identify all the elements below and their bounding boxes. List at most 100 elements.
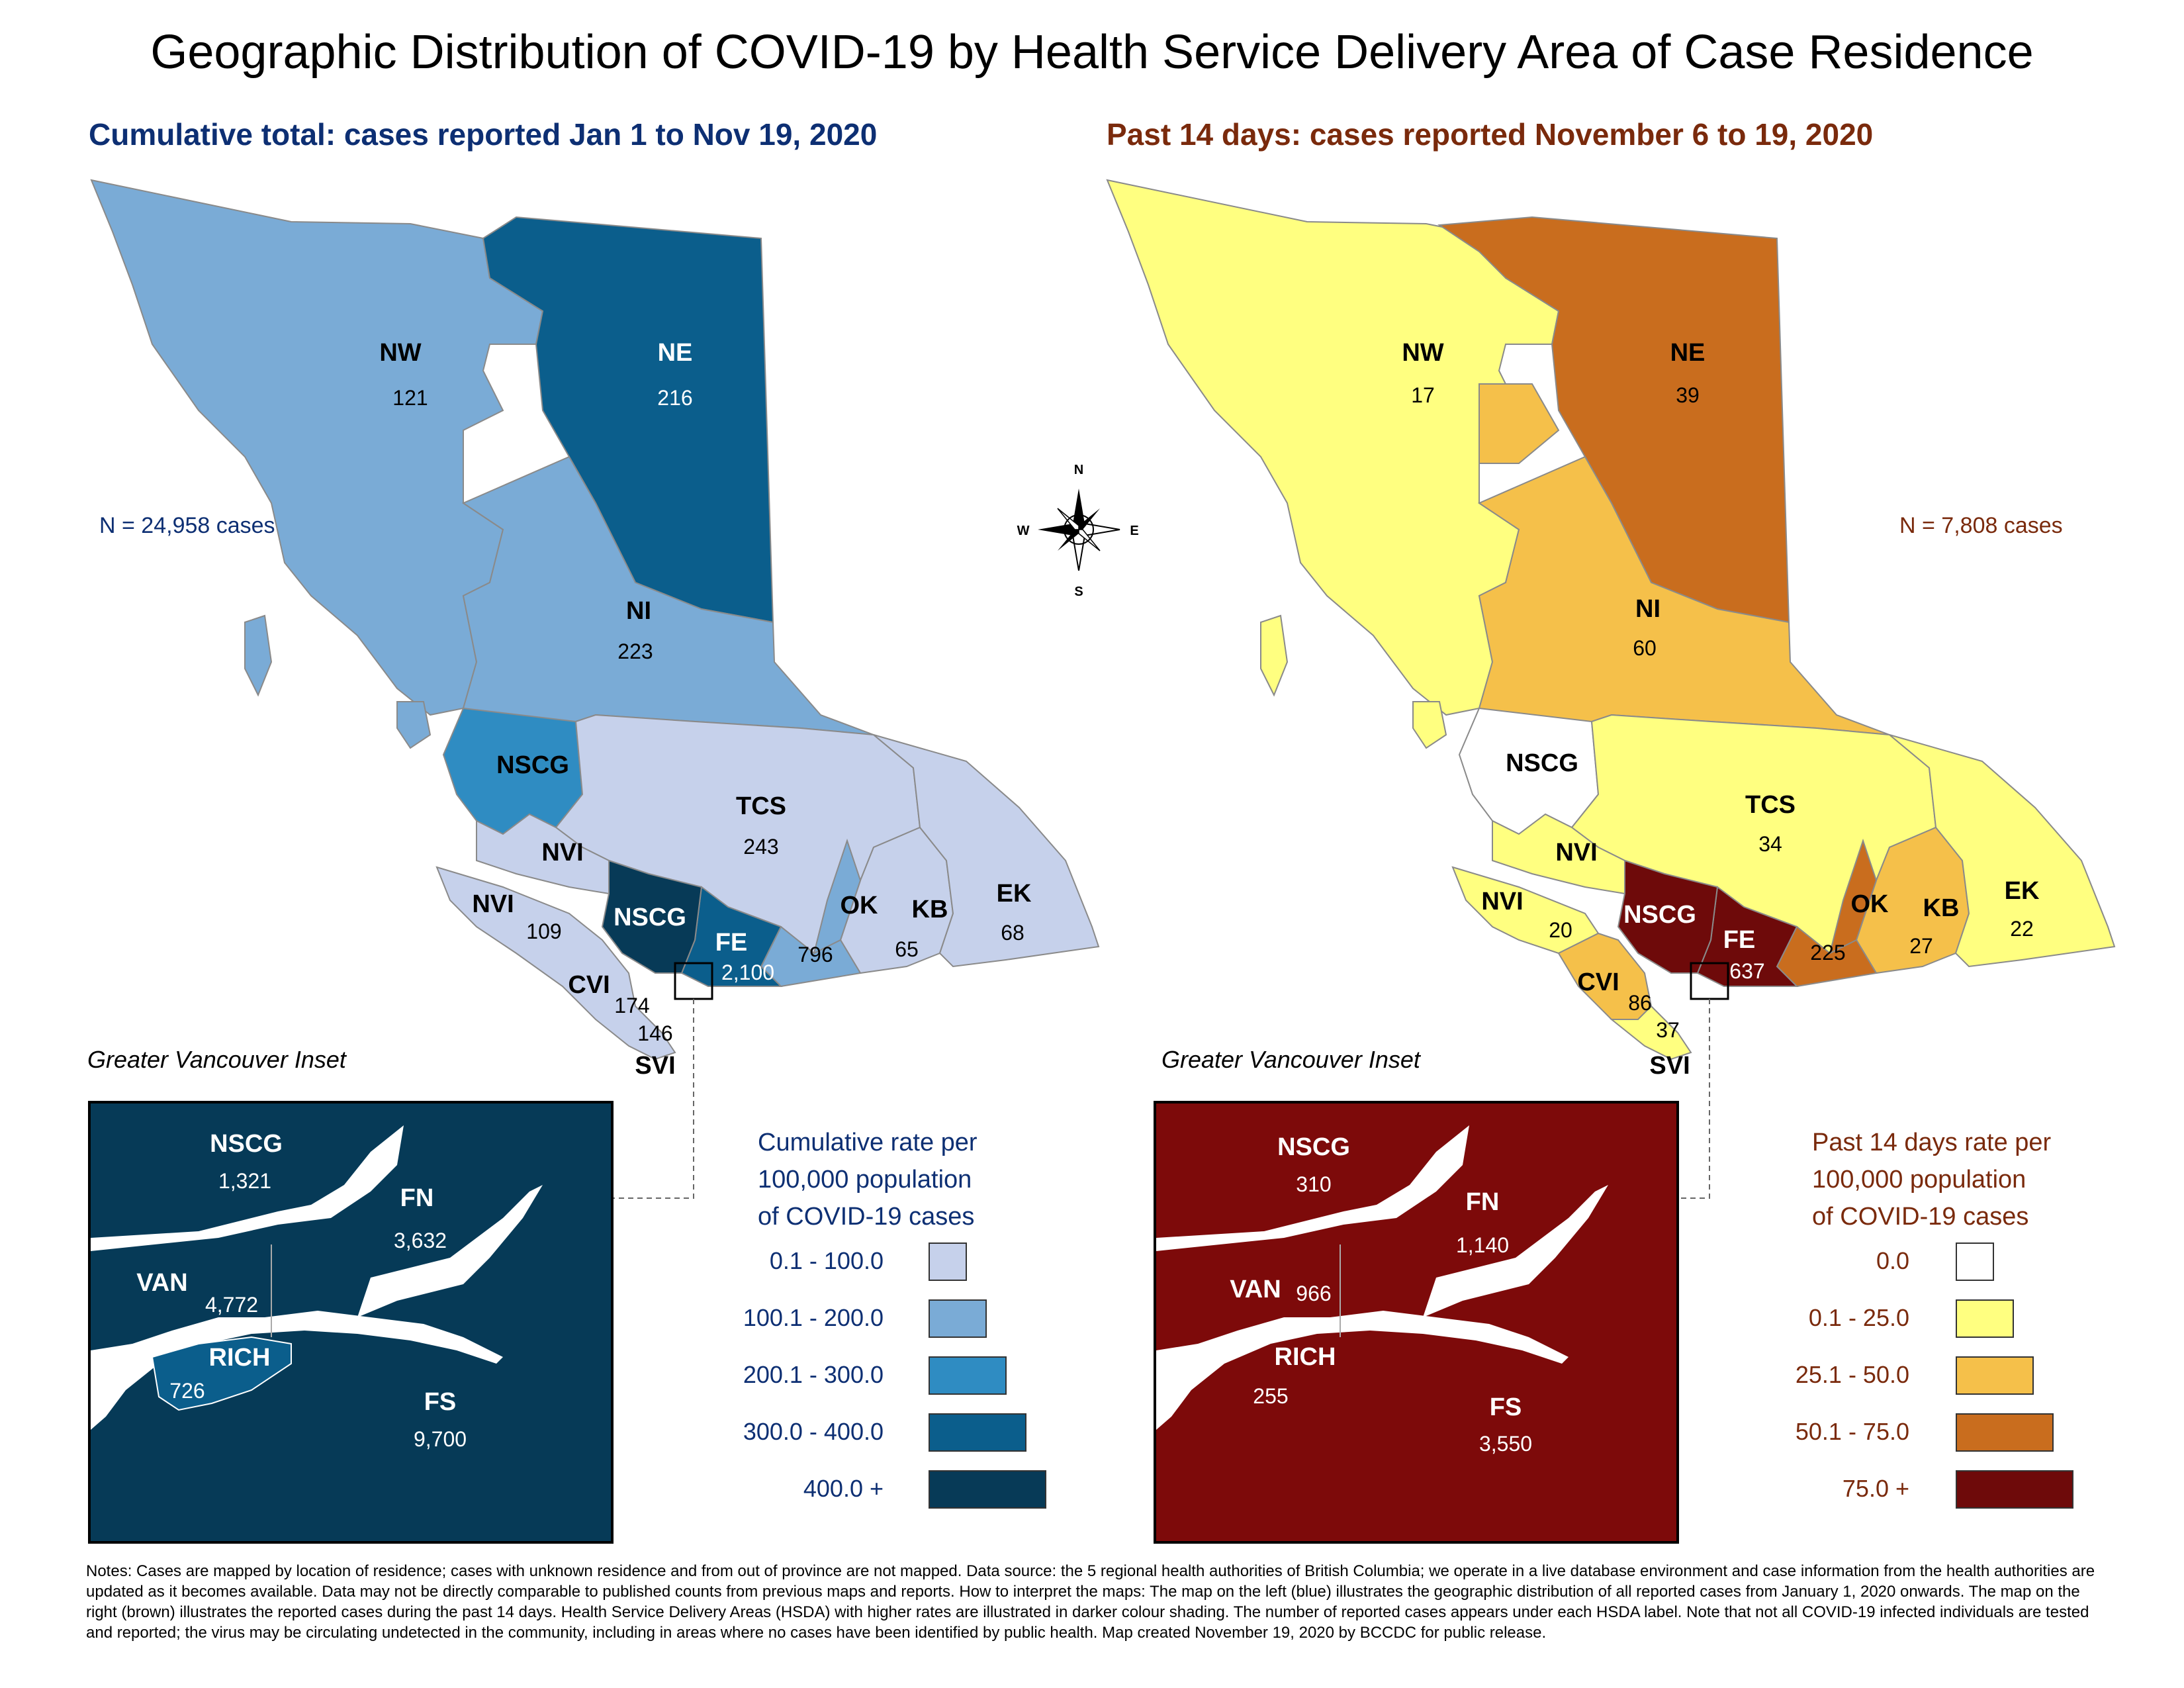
left-value-fe: 2,100 <box>721 961 774 984</box>
right-inset-value-van: 966 <box>1296 1282 1331 1305</box>
notes-text: Notes: Cases are mapped by location of r… <box>86 1562 2095 1642</box>
left-value-cvi: 174 <box>614 994 649 1017</box>
left-region-nscg-south[interactable] <box>601 859 703 974</box>
left-inset-map <box>88 1101 614 1544</box>
right-value-ek: 22 <box>2010 917 2034 941</box>
right-region-svi[interactable] <box>1610 1005 1692 1060</box>
right-inset-label-van: VAN <box>1230 1276 1281 1303</box>
right-label-nscg-north: NSCG <box>1506 749 1578 777</box>
left-inset-label-fn: FN <box>400 1184 434 1212</box>
left-value-kb: 65 <box>895 937 919 961</box>
right-label-ne: NE <box>1670 339 1706 367</box>
left-label-svi: SVI <box>635 1052 675 1080</box>
right-province-map <box>1106 179 2116 1199</box>
left-legend-swatch <box>929 1413 1026 1452</box>
right-label-nvi: NVI <box>1481 888 1523 915</box>
left-legend-swatch <box>929 1356 1007 1395</box>
right-legend-title-line3: of COVID-19 cases <box>1812 1203 2029 1231</box>
right-case-count: N = 7,808 cases <box>1899 513 2063 538</box>
right-value-tcs: 34 <box>1758 832 1782 856</box>
right-value-ok: 225 <box>1810 941 1845 964</box>
right-legend-swatch <box>1956 1470 2073 1509</box>
left-inset-value-van: 4,772 <box>205 1293 258 1317</box>
right-label-ni: NI <box>1635 595 1661 623</box>
page-title: Geographic Distribution of COVID-19 by H… <box>150 26 2034 79</box>
compass-s: S <box>1074 585 1083 599</box>
right-legend-label: 50.1 - 75.0 <box>1795 1418 1909 1445</box>
right-inset-label-nscg: NSCG <box>1277 1133 1350 1161</box>
right-label-fe: FE <box>1723 926 1756 954</box>
left-legend-title-line2: 100,000 population <box>758 1166 972 1194</box>
right-legend-swatch <box>1956 1413 2054 1452</box>
right-value-nw: 17 <box>1411 383 1435 407</box>
right-legend-title: Past 14 days rate per 100,000 population… <box>1812 1124 2051 1235</box>
left-inset-label-van: VAN <box>136 1269 187 1297</box>
left-label-nvi: NVI <box>472 890 514 918</box>
right-legend-swatch <box>1956 1356 2034 1395</box>
left-label-ni: NI <box>626 597 651 625</box>
left-label-tcs: TCS <box>736 792 786 820</box>
left-value-svi: 146 <box>637 1021 672 1045</box>
right-label-nscg: NSCG <box>1623 901 1696 929</box>
right-label-cvi: CVI <box>1577 968 1619 996</box>
left-label-nvi-upper: NVI <box>541 839 583 867</box>
left-inset-value-fn: 3,632 <box>394 1229 447 1252</box>
left-region-nvi-upper[interactable] <box>476 813 610 895</box>
left-islands <box>244 614 432 749</box>
right-value-fe: 637 <box>1729 959 1764 983</box>
right-region-nvi-upper[interactable] <box>1492 813 1625 895</box>
left-legend-swatch <box>929 1299 987 1338</box>
left-value-ni: 223 <box>617 639 653 663</box>
left-label-nscg: NSCG <box>614 904 686 931</box>
left-inset-label-fs: FS <box>424 1388 457 1416</box>
left-value-nw: 121 <box>392 386 428 410</box>
left-legend-title-line3: of COVID-19 cases <box>758 1203 975 1231</box>
compass-n: N <box>1074 463 1083 477</box>
left-legend-label: 0.1 - 100.0 <box>769 1247 884 1274</box>
right-inset-label-fn: FN <box>1466 1188 1500 1216</box>
left-label-cvi: CVI <box>568 971 610 999</box>
right-label-kb: KB <box>1923 894 1960 922</box>
left-legend-label: 200.1 - 300.0 <box>743 1361 884 1388</box>
right-islands <box>1260 614 1447 749</box>
left-label-nw: NW <box>379 339 421 367</box>
right-label-ok: OK <box>1851 890 1889 918</box>
right-inset-value-rich: 255 <box>1253 1384 1288 1408</box>
right-legend-swatch <box>1956 1243 1994 1281</box>
right-inset-leader <box>1625 999 1710 1199</box>
left-legend-label: 100.1 - 200.0 <box>743 1304 884 1331</box>
right-label-nw: NW <box>1402 339 1443 367</box>
right-value-svi: 37 <box>1656 1018 1680 1042</box>
right-label-tcs: TCS <box>1745 791 1796 819</box>
right-value-cvi: 86 <box>1628 991 1652 1015</box>
left-inset-rich[interactable] <box>151 1336 292 1411</box>
left-legend-swatch <box>929 1470 1046 1509</box>
left-label-kb: KB <box>912 896 948 923</box>
compass-rose-icon: N S E W <box>1017 463 1139 599</box>
right-legend-label: 25.1 - 50.0 <box>1795 1361 1909 1388</box>
right-value-nvi: 20 <box>1549 918 1572 942</box>
left-value-tcs: 243 <box>743 835 778 859</box>
right-legend-title-line1: Past 14 days rate per <box>1812 1129 2052 1156</box>
right-region-nscg-south[interactable] <box>1617 859 1719 974</box>
left-legend-label: 300.0 - 400.0 <box>743 1418 884 1445</box>
compass-e: E <box>1130 524 1138 538</box>
left-label-fe: FE <box>715 929 748 957</box>
left-region-ek[interactable] <box>873 734 1100 968</box>
left-label-ne: NE <box>658 339 693 367</box>
right-legend-label: 0.0 <box>1876 1247 1909 1274</box>
left-value-ek: 68 <box>1001 921 1024 945</box>
right-inset-map <box>1154 1101 1679 1544</box>
left-inset-title: Greater Vancouver Inset <box>87 1046 346 1073</box>
left-value-nvi: 109 <box>526 919 561 943</box>
left-inset-label-nscg: NSCG <box>210 1130 283 1158</box>
right-region-ek[interactable] <box>1889 734 2116 968</box>
right-inset-label-fs: FS <box>1490 1393 1522 1421</box>
right-value-ni: 60 <box>1633 636 1657 660</box>
right-legend-swatch <box>1956 1299 2014 1338</box>
right-label-ek: EK <box>2005 877 2040 905</box>
right-label-nvi-upper: NVI <box>1555 839 1597 867</box>
left-region-vancouver-island[interactable] <box>435 866 676 1060</box>
left-inset-value-fs: 9,700 <box>414 1427 467 1451</box>
